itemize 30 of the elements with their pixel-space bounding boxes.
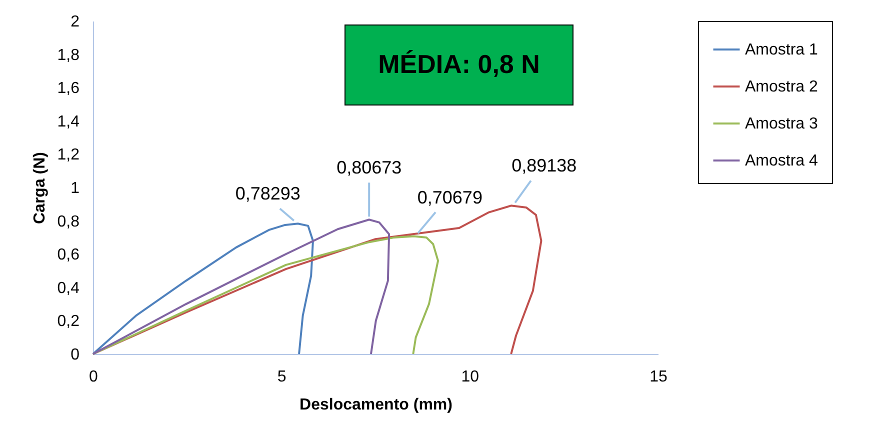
line-series: [92, 222, 314, 355]
y-tick-label: 0,4: [57, 280, 80, 297]
x-tick-label: 15: [650, 368, 668, 386]
legend-label: Amostra 2: [745, 78, 818, 96]
x-axis-title: Deslocamento (mm): [300, 396, 452, 414]
y-tick-label: 0: [70, 346, 80, 364]
legend-label: Amostra 4: [745, 152, 818, 170]
annotation: MÉDIA: 0,8 N: [378, 49, 540, 79]
legend-label: Amostra 1: [745, 42, 818, 58]
annotation: 0,70679: [417, 187, 482, 208]
y-tick-label: 1,4: [57, 113, 80, 130]
annotation: 0,78293: [235, 184, 300, 204]
x-tick-label: 10: [461, 368, 480, 386]
y-axis-title: Carga (N): [31, 152, 48, 224]
x-tick-label: 0: [89, 368, 98, 386]
y-tick-label: 1,8: [57, 46, 80, 64]
annotation: 0,89138: [512, 156, 577, 176]
y-tick-label: 2: [70, 14, 80, 30]
line-series: [92, 218, 390, 355]
y-tick-label: 1,6: [57, 80, 80, 98]
annotation: 0,80673: [336, 158, 402, 178]
legend-label: Amostra 3: [745, 116, 818, 132]
y-tick-label: 1: [70, 180, 80, 197]
y-tick-label: 0,2: [57, 313, 80, 330]
y-tick-label: 1,2: [57, 146, 80, 164]
y-tick-label: 0,8: [57, 213, 80, 230]
x-tick-label: 5: [277, 368, 286, 386]
line-series: [92, 235, 440, 355]
line-series: [92, 204, 542, 355]
y-tick-label: 0,6: [57, 246, 80, 264]
